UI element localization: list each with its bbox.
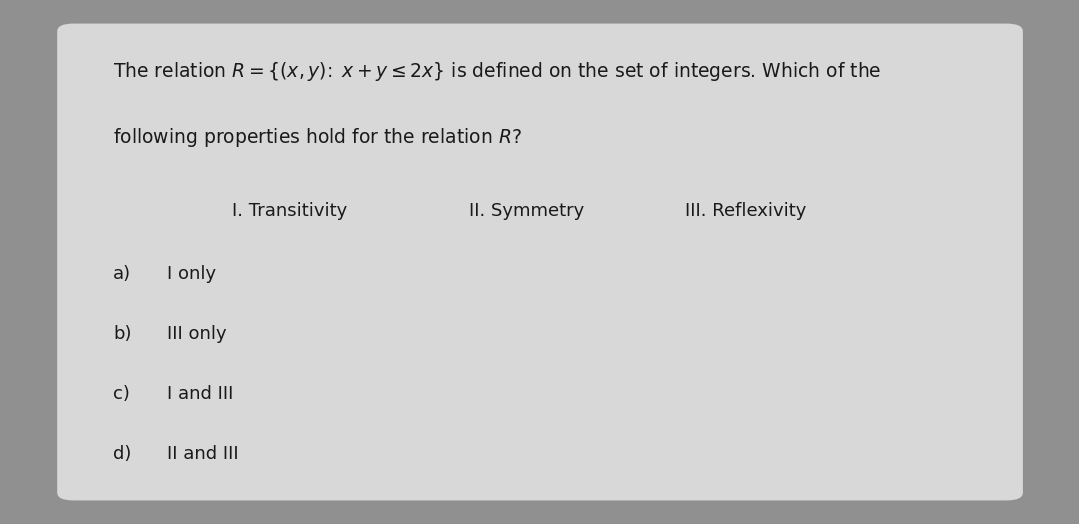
Text: b): b) (113, 325, 132, 343)
FancyBboxPatch shape (57, 24, 1023, 500)
Text: The relation $R = \{(x,y)\!:\; x + y \leq 2x\}$ is defined on the set of integer: The relation $R = \{(x,y)\!:\; x + y \le… (113, 60, 882, 83)
Text: d): d) (113, 445, 132, 463)
Text: following properties hold for the relation $R$?: following properties hold for the relati… (113, 126, 522, 149)
Text: a): a) (113, 265, 132, 282)
Text: c): c) (113, 385, 131, 403)
Text: I only: I only (167, 265, 217, 282)
Text: I and III: I and III (167, 385, 234, 403)
Text: III only: III only (167, 325, 227, 343)
Text: II and III: II and III (167, 445, 238, 463)
Text: I. Transitivity: I. Transitivity (232, 202, 347, 220)
Text: II. Symmetry: II. Symmetry (469, 202, 585, 220)
Text: III. Reflexivity: III. Reflexivity (685, 202, 806, 220)
